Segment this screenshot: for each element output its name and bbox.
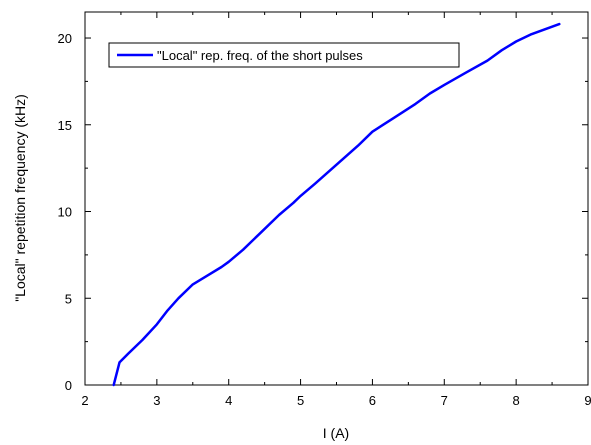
y-tick-label: 0 (65, 378, 72, 393)
x-tick-label: 2 (81, 393, 88, 408)
x-tick-label: 9 (584, 393, 591, 408)
legend: "Local" rep. freq. of the short pulses (108, 42, 460, 68)
series-layer (112, 22, 561, 387)
plot-frame (84, 11, 589, 386)
y-axis-ticks: 0 5 10 15 20 (58, 31, 588, 393)
y-axis-title: "Local" repetition frequency (kHz) (12, 94, 28, 302)
x-tick-label: 7 (441, 393, 448, 408)
series-line (112, 22, 561, 387)
x-tick-label: 5 (297, 393, 304, 408)
x-axis-ticks: 2 3 4 5 6 7 8 9 (81, 12, 591, 408)
y-tick-label: 15 (58, 118, 72, 133)
x-tick-label: 4 (225, 393, 232, 408)
x-axis-title: I (A) (323, 425, 349, 441)
x-tick-label: 6 (369, 393, 376, 408)
x-tick-label: 8 (513, 393, 520, 408)
y-tick-label: 20 (58, 31, 72, 46)
legend-label: "Local" rep. freq. of the short pulses (157, 48, 363, 63)
x-tick-label: 3 (153, 393, 160, 408)
y-tick-label: 5 (65, 291, 72, 306)
legend-box (108, 42, 460, 68)
y-tick-label: 10 (58, 205, 72, 220)
